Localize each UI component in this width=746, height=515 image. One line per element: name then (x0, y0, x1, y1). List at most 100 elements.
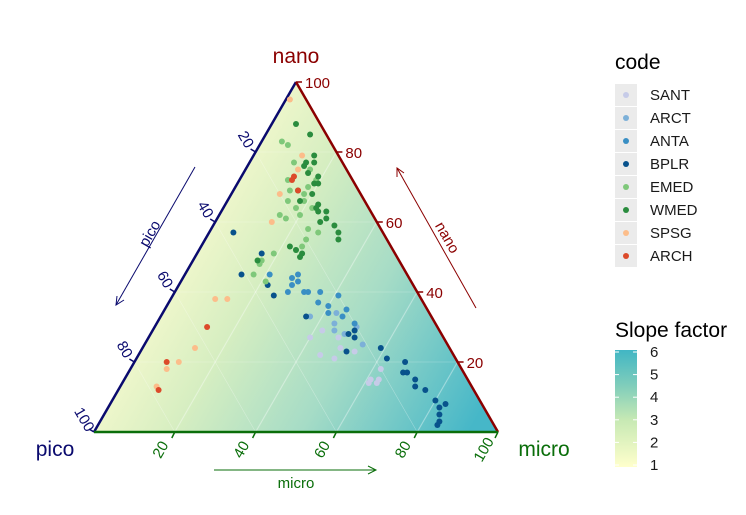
colorbar-tick-label: 4 (650, 389, 658, 406)
right-axis-line (294, 81, 500, 433)
data-points (153, 96, 449, 428)
point-bplr (436, 404, 443, 411)
legend-label: ARCH (650, 248, 693, 265)
point-sant (331, 355, 338, 362)
pico-tick-label: 80 (113, 338, 136, 361)
point-emed (258, 257, 265, 264)
point-bplr (303, 313, 310, 320)
point-bplr (238, 271, 245, 278)
pico-tick (250, 148, 256, 153)
point-sant (335, 334, 342, 341)
point-wmed (315, 180, 322, 187)
point-anta (295, 271, 301, 278)
point-bplr (404, 369, 411, 376)
legend-swatch (623, 92, 629, 98)
vertex-label-micro: micro (518, 438, 569, 461)
point-anta (325, 310, 332, 316)
legend-swatch (623, 138, 629, 144)
point-emed (270, 250, 277, 257)
legend-label: SANT (650, 87, 690, 104)
point-sant (365, 380, 372, 386)
colorbar-tick-label: 3 (650, 412, 658, 429)
micro-tick (251, 431, 257, 439)
grid-line (134, 361, 176, 433)
nano-tick-label: 40 (426, 285, 443, 302)
point-bplr (258, 250, 265, 257)
legend-label: ANTA (650, 133, 689, 150)
point-emed (305, 226, 312, 232)
point-wmed (331, 222, 338, 229)
point-anta (335, 292, 342, 299)
legend-swatch (623, 161, 629, 167)
pico-tick-label: 60 (153, 268, 176, 291)
grid-line (174, 151, 337, 433)
point-emed (278, 138, 285, 145)
colorbar-tick-label: 1 (650, 457, 658, 474)
point-emed (299, 243, 306, 250)
pico-tick-label: 100 (70, 405, 97, 435)
point-wmed (317, 219, 324, 225)
point-emed (301, 198, 308, 204)
point-emed (284, 198, 291, 204)
point-wmed (335, 236, 342, 243)
point-spsg (268, 219, 275, 225)
point-bplr (230, 229, 237, 236)
point-emed (284, 177, 291, 183)
colorbar-tick-label: 6 (650, 344, 658, 361)
contour-band-line (335, 291, 418, 433)
contour-bands (174, 151, 459, 433)
point-spsg (192, 345, 198, 351)
micro-tick-label: 20 (149, 438, 172, 461)
pico-tick (129, 358, 135, 363)
point-emed (305, 184, 312, 190)
point-anta (266, 271, 273, 278)
grid-line (416, 361, 458, 433)
point-wmed (311, 152, 318, 159)
nano-tick-label: 80 (345, 145, 362, 162)
vertex-label-pico: pico (36, 438, 75, 461)
point-wmed (254, 257, 261, 264)
point-emed (303, 236, 310, 243)
point-emed (301, 191, 308, 197)
point-wmed (305, 170, 312, 176)
point-anta (284, 289, 291, 295)
contour-band-line (416, 361, 459, 433)
legend-label: SPSG (650, 225, 692, 242)
vertex-label-nano: nano (273, 45, 320, 68)
grid-line (174, 291, 256, 433)
point-wmed (293, 121, 299, 127)
point-bplr (412, 376, 419, 383)
point-anta (289, 282, 295, 288)
point-wmed (297, 254, 303, 260)
point-sant (351, 348, 358, 355)
pico-tick-label: 20 (234, 128, 257, 151)
point-bplr (270, 292, 277, 299)
point-wmed (323, 208, 330, 215)
micro-axis-title: micro (278, 475, 315, 492)
point-wmed (297, 198, 303, 204)
point-arct (331, 320, 338, 327)
legend-label: EMED (650, 179, 694, 196)
legend-swatch (623, 207, 629, 213)
legend-title: code (615, 51, 661, 74)
pico-tick (209, 218, 216, 223)
point-bplr (442, 401, 449, 407)
legend-label: ARCT (650, 110, 691, 127)
point-sant (375, 376, 382, 383)
point-wmed (315, 173, 322, 180)
point-spsg (212, 296, 219, 302)
point-arct (333, 310, 340, 316)
point-spsg (295, 166, 301, 173)
point-emed (284, 142, 291, 148)
point-wmed (301, 163, 308, 169)
point-bplr (432, 397, 439, 404)
grid-lines (134, 151, 458, 433)
legend-label: BPLR (650, 156, 689, 173)
point-bplr (351, 334, 358, 341)
colorbar: Slope factor 1 2 3 4 5 6 (615, 319, 727, 474)
point-emed (291, 159, 297, 166)
grid-line (336, 291, 418, 433)
point-wmed (315, 208, 322, 215)
nano-tick-label: 20 (467, 355, 484, 372)
point-arct (359, 341, 366, 348)
